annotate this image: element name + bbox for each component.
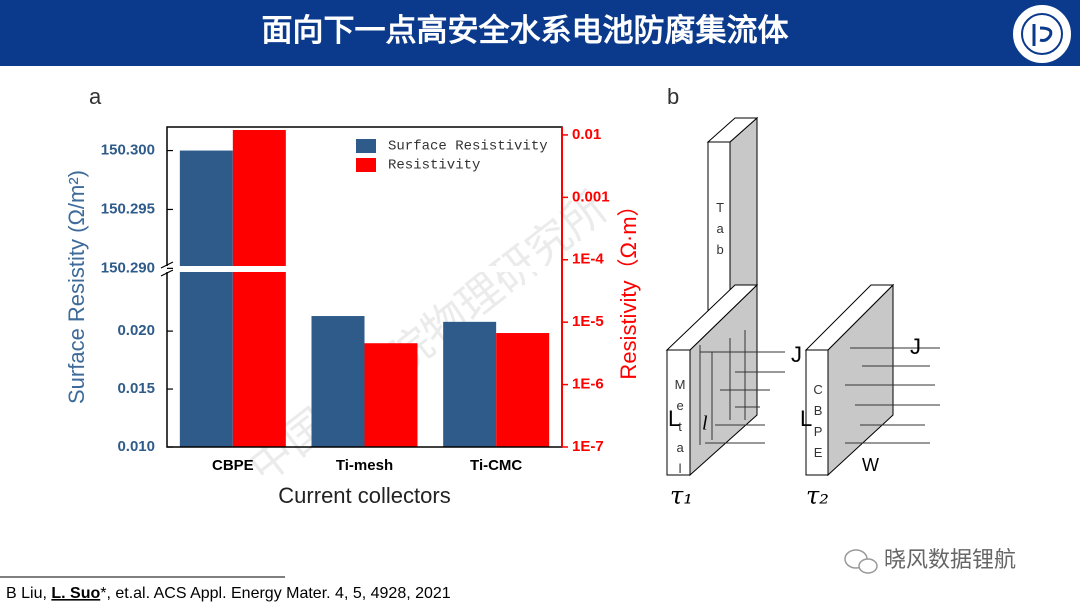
axis-break-mark bbox=[160, 261, 174, 277]
y-tick-label: 0.015 bbox=[117, 380, 155, 397]
citation-part: *, et.al. ACS Appl. Energy Mater. 4, 5, … bbox=[100, 585, 451, 602]
bar bbox=[179, 150, 233, 447]
y2-tick-label: 0.001 bbox=[572, 188, 610, 205]
axis-break-gap bbox=[163, 266, 566, 272]
legend-swatch bbox=[356, 139, 376, 153]
y-axis-label: Surface Resistity (Ω/m²) bbox=[64, 170, 89, 404]
brand-text: 晓风数据锂航 bbox=[884, 547, 1016, 572]
x-tick-label: Ti-CMC bbox=[470, 457, 522, 474]
slide-title: 面向下一点高安全水系电池防腐集流体 bbox=[262, 13, 789, 48]
diagram bbox=[665, 116, 940, 477]
x-tick-label: CBPE bbox=[212, 457, 254, 474]
diagram-label: Metal bbox=[673, 377, 688, 482]
panel-label: a bbox=[89, 84, 102, 109]
logo bbox=[1011, 3, 1073, 65]
diagram-label: J bbox=[791, 342, 802, 367]
bar bbox=[496, 333, 550, 447]
bar bbox=[232, 129, 286, 447]
y2-tick-label: 1E-7 bbox=[572, 438, 604, 455]
diagram-label: τ₂ bbox=[806, 482, 829, 510]
citation-part: L. Suo bbox=[51, 585, 100, 602]
y2-tick-label: 1E-5 bbox=[572, 313, 604, 330]
chart: 0.010 0.015 0.020 150.290 150.295 150.300 1E-7… bbox=[64, 126, 641, 508]
bar bbox=[311, 316, 365, 447]
axis-break-gap bbox=[161, 266, 173, 272]
diagram-label: l bbox=[702, 413, 708, 435]
bar bbox=[364, 343, 418, 447]
panel-label: b bbox=[667, 84, 679, 109]
y2-tick-label: 0.01 bbox=[572, 126, 601, 143]
diagram-label: CBPE bbox=[811, 382, 826, 466]
header-bar bbox=[0, 0, 1080, 66]
diagram-label: Tab bbox=[713, 200, 728, 263]
y-tick-label: 150.295 bbox=[101, 200, 155, 217]
brand bbox=[844, 549, 878, 574]
y-tick-label: 150.290 bbox=[101, 259, 155, 276]
x-tick-label: Ti-mesh bbox=[336, 457, 393, 474]
y-tick-label: 150.300 bbox=[101, 142, 155, 159]
legend-label: Resistivity bbox=[388, 158, 480, 174]
x-axis-label: Current collectors bbox=[278, 483, 450, 508]
watermark: 中国科学院物理研究所 bbox=[240, 183, 617, 493]
y2-tick-label: 1E-6 bbox=[572, 376, 604, 393]
y2-tick-label: 1E-4 bbox=[572, 251, 604, 268]
y-tick-label: 0.010 bbox=[117, 438, 155, 455]
diagram-label: L bbox=[800, 406, 812, 431]
diagram-label: L bbox=[668, 406, 680, 431]
legend-swatch bbox=[356, 158, 376, 172]
citation: B Liu, L. Suo*, et.al. ACS Appl. Energy … bbox=[6, 585, 451, 602]
diagram-label: J bbox=[910, 334, 921, 359]
y-tick-label: 0.020 bbox=[117, 322, 155, 339]
legend-label: Surface Resistivity bbox=[388, 139, 548, 155]
bar bbox=[443, 321, 497, 447]
y2-axis-label: Resistivity（Ω·m） bbox=[616, 194, 641, 379]
diagram-label: W bbox=[862, 455, 879, 475]
diagram-label: τ₁ bbox=[670, 482, 693, 510]
citation-part: B Liu, bbox=[6, 585, 51, 602]
